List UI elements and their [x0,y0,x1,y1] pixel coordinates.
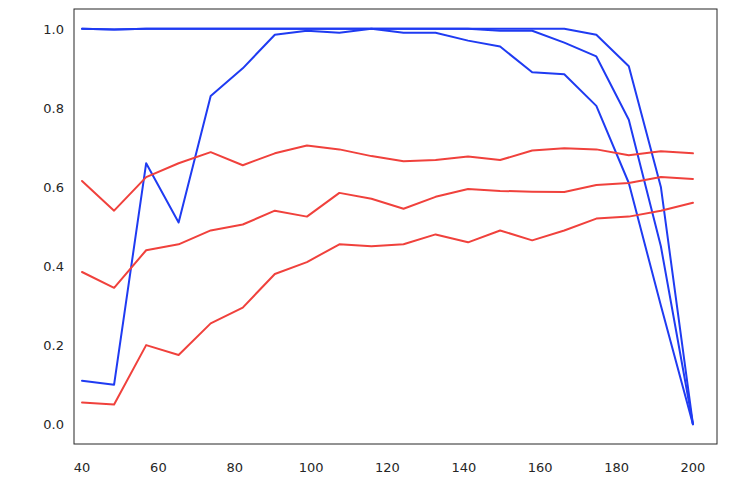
line [82,203,693,405]
y-tick-label: 0.2 [43,338,64,353]
line [82,177,693,288]
x-tick-label: 180 [604,460,629,475]
line [82,29,693,424]
plot-frame [74,9,717,444]
y-tick-label: 0.8 [43,101,64,116]
line [82,29,693,424]
x-tick-label: 60 [150,460,167,475]
y-tick-label: 1.0 [43,22,64,37]
x-tick-label: 120 [375,460,400,475]
y-tick-label: 0.6 [43,180,64,195]
x-tick-label: 140 [451,460,476,475]
chart: 40 60 80 100 120 140 160 180 200 0.0 0.2 0.4 0.6 0.8 1… [0,0,734,488]
plot-area [74,9,717,444]
x-tick-label: 160 [528,460,553,475]
x-tick-label: 100 [299,460,324,475]
y-tick-label: 0.4 [43,259,64,274]
y-tick-label: 0.0 [43,417,64,432]
x-tick-label: 40 [74,460,91,475]
line [82,145,693,210]
line [82,29,693,424]
x-tick-label: 80 [226,460,243,475]
series-group [82,29,693,424]
x-tick-label: 200 [681,460,706,475]
